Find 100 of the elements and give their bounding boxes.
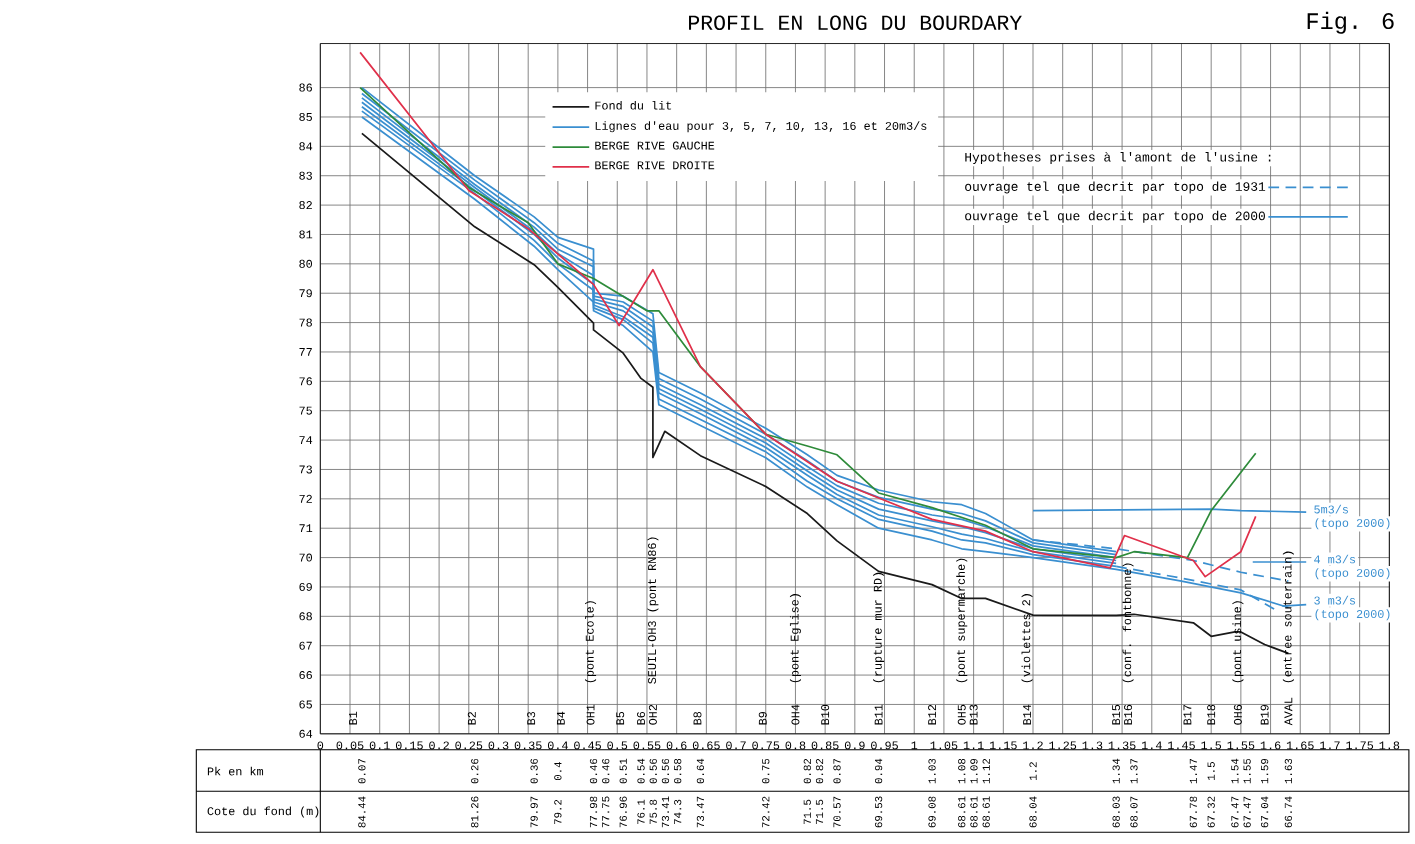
x-tick-label: 1.25 [1049, 741, 1077, 750]
text: 0.07 [358, 758, 366, 784]
annotation: B8 [693, 711, 702, 725]
y-tick-label: 74 [299, 436, 313, 444]
text: 0.36 [530, 758, 538, 784]
x-tick-label: 0.85 [811, 741, 839, 750]
y-tick-label: 73 [299, 465, 312, 474]
text: Pk en km [207, 766, 264, 776]
x-tick-label: 0.8 [785, 741, 806, 750]
text: 1.03 [928, 758, 936, 784]
annotation: AVAL [1284, 697, 1293, 726]
text: 72.42 [762, 796, 770, 828]
text: 1.08 [958, 758, 966, 784]
x-tick-label: 0.65 [692, 741, 720, 750]
y-tick-label: 85 [299, 112, 312, 121]
text: 77.75 [602, 796, 610, 828]
y-tick-label: 67 [299, 641, 312, 650]
text: 0.64 [696, 758, 705, 784]
text: 0.94 [874, 758, 883, 784]
annotation: B10 [821, 704, 830, 725]
y-tick-label: 64 [299, 729, 313, 738]
text: 67.47 [1243, 796, 1251, 828]
y-tick-label: 72 [299, 494, 312, 503]
y-tick-label: 68 [299, 612, 312, 621]
annotation: OH4 [791, 704, 800, 725]
annotation: B12 [928, 704, 936, 725]
text: 68.61 [982, 796, 990, 828]
x-tick-label: 0 [317, 741, 324, 750]
text: 1.5 [1207, 761, 1215, 780]
text: 69.53 [874, 796, 883, 828]
text: 0.46 [602, 758, 610, 784]
text: 1.54 [1231, 758, 1239, 784]
annotation: (conf. fontbonne) [1122, 563, 1134, 683]
annotation: B16 [1124, 704, 1133, 725]
y-tick-label: 78 [299, 318, 312, 327]
annotation: OH1 [586, 704, 595, 725]
x-tick-label: 1.45 [1168, 741, 1195, 750]
text: 71.5 [815, 799, 824, 824]
annotation: (pont usine) [1232, 601, 1244, 683]
text: 67.04 [1260, 796, 1269, 828]
text: 1.37 [1130, 758, 1138, 784]
x-tick-label: 1.05 [930, 741, 958, 750]
text: 76.96 [619, 796, 627, 828]
annotation: 5m3/s [1314, 504, 1348, 514]
annotation: (entree souterrain) [1282, 551, 1294, 683]
x-tick-label: 0.45 [574, 741, 601, 750]
text: 0.56 [661, 758, 670, 784]
y-tick-label: 79 [299, 289, 312, 298]
text: 0.82 [803, 758, 811, 784]
text: 0.54 [637, 758, 645, 784]
annotation: B2 [467, 711, 476, 725]
x-tick-label: 1 [911, 741, 918, 749]
legend-label: Lignes d'eau pour 3, 5, 7, 10, 13, 16 et 20m3/s [595, 121, 927, 133]
text: 0.87 [833, 758, 841, 784]
x-tick-label: 0.15 [395, 741, 423, 750]
text: 70.57 [833, 796, 841, 828]
annotation: B14 [1023, 704, 1031, 725]
text: 1.34 [1112, 758, 1120, 784]
text: 1.12 [982, 758, 990, 784]
annotation: ouvrage tel que decrit par topo de 1931 [965, 181, 1266, 194]
text: 1.09 [970, 758, 978, 784]
x-tick-label: 0.7 [726, 741, 746, 750]
annotation: (pont Ecole) [585, 601, 597, 683]
text: 68.61 [970, 796, 978, 828]
x-tick-label: 0.25 [455, 741, 483, 750]
caption: Fig. 6 [1307, 11, 1394, 34]
text: 0.58 [674, 758, 682, 784]
annotation: B18 [1207, 704, 1216, 725]
text: 67.32 [1207, 796, 1215, 828]
text: 1.2 [1029, 761, 1037, 780]
x-tick-label: 1.6 [1260, 741, 1281, 750]
x-tick-label: 1.7 [1320, 741, 1340, 749]
x-tick-label: 0.95 [871, 741, 898, 750]
annotation: OH2 [648, 704, 657, 725]
y-tick-label: 69 [299, 582, 312, 591]
x-tick-label: 0.2 [429, 741, 449, 750]
text: 73.47 [696, 796, 705, 828]
y-tick-label: 65 [299, 700, 312, 709]
y-tick-label: 86 [299, 83, 312, 92]
x-tick-label: 1.35 [1108, 741, 1136, 750]
x-tick-label: 0.1 [369, 741, 390, 750]
text: 0.46 [589, 758, 598, 784]
x-tick-label: 0.5 [607, 741, 628, 750]
annotation: SEUIL-OH3 (pont RN86) [647, 537, 659, 684]
annotation: 4 m3/s [1314, 554, 1356, 564]
text: 73.41 [661, 796, 670, 828]
annotation: B13 [969, 704, 978, 725]
x-tick-label: 1.3 [1082, 741, 1103, 750]
text: 68.61 [958, 796, 966, 828]
x-tick-label: 1.65 [1286, 741, 1314, 750]
x-tick-label: 1.4 [1142, 741, 1162, 749]
y-tick-label: 70 [299, 553, 313, 562]
text: 0.82 [815, 758, 824, 784]
text: 0.56 [649, 758, 657, 784]
annotation: B17 [1183, 704, 1192, 725]
text: 67.78 [1189, 796, 1197, 828]
legend-label: BERGE RIVE DROITE [595, 161, 715, 170]
y-tick-label: 77 [299, 347, 312, 356]
annotation: (rupture mur RD) [873, 572, 885, 683]
text: 84.44 [358, 796, 366, 828]
